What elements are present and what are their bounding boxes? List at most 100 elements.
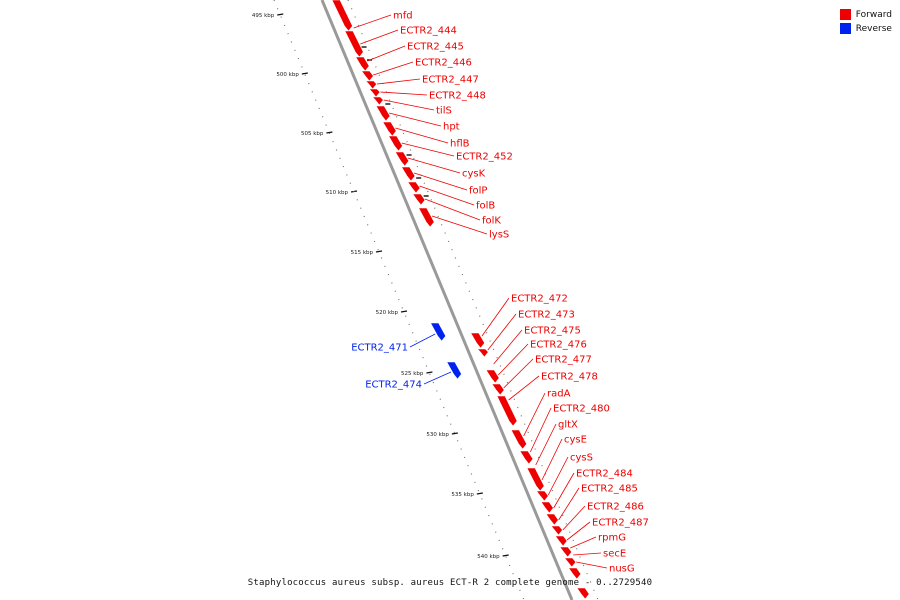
label-leader-line: [373, 61, 414, 76]
dotted-line-1: [347, 0, 599, 600]
forward-gene-block[interactable]: [510, 429, 528, 450]
scale-tick-label: 495 kbp: [252, 13, 275, 19]
label-leader-line: [380, 91, 428, 96]
label-leader-line: [566, 521, 591, 541]
gene-label-ECTR2_473[interactable]: ECTR2_473: [518, 310, 575, 321]
forward-gene-block[interactable]: [375, 105, 391, 122]
gene-label-folK[interactable]: folK: [482, 216, 501, 227]
gene-label-gltX[interactable]: gltX: [558, 420, 578, 431]
gene-label-ECTR2_471[interactable]: ECTR2_471: [351, 343, 408, 354]
gene-label-secE[interactable]: secE: [603, 549, 626, 560]
gene-label-ECTR2_446[interactable]: ECTR2_446: [415, 58, 472, 69]
forward-gene-block[interactable]: [535, 490, 549, 502]
gene-label-ECTR2_444[interactable]: ECTR2_444: [400, 26, 457, 37]
gene-label-ECTR2_477[interactable]: ECTR2_477: [535, 355, 592, 366]
forward-gene-block[interactable]: [485, 369, 500, 384]
legend-label-reverse: Reverse: [855, 23, 892, 34]
gene-label-radA[interactable]: radA: [547, 389, 571, 400]
gene-label-ECTR2_480[interactable]: ECTR2_480: [553, 404, 610, 415]
forward-gene-block[interactable]: [545, 513, 559, 526]
forward-gene-block[interactable]: [491, 383, 505, 396]
gene-label-ECTR2_472[interactable]: ECTR2_472: [511, 294, 568, 305]
gene-label-folB[interactable]: folB: [476, 201, 495, 212]
gene-label-ECTR2_448[interactable]: ECTR2_448: [429, 91, 486, 102]
gene-label-ECTR2_486[interactable]: ECTR2_486: [587, 502, 644, 513]
forward-gene-block[interactable]: [526, 467, 545, 492]
scale-tick-label: 505 kbp: [301, 131, 324, 137]
gene-label-hflB[interactable]: hflB: [450, 139, 470, 150]
forward-gene-block[interactable]: [365, 80, 378, 90]
legend-label-forward: Forward: [855, 9, 892, 20]
gene-label-ECTR2_447[interactable]: ECTR2_447: [422, 75, 479, 86]
forward-gene-block[interactable]: [355, 56, 370, 72]
forward-gene-block[interactable]: [563, 557, 577, 568]
label-leader-line: [376, 78, 421, 85]
gene-label-rpmG[interactable]: rpmG: [598, 533, 626, 544]
label-leader-line: [487, 313, 517, 351]
forward-gene-block[interactable]: [519, 450, 534, 465]
label-leader-line: [535, 423, 557, 466]
forward-gene-block[interactable]: [476, 348, 489, 358]
forward-gene-block[interactable]: [407, 181, 421, 194]
scale-tick-mark: [326, 131, 333, 134]
scale-tick-label: 530 kbp: [426, 432, 449, 438]
forward-gene-block[interactable]: [401, 166, 416, 182]
gene-label-folP[interactable]: folP: [469, 186, 487, 197]
scale-tick-mark: [375, 250, 383, 253]
label-leader-line: [431, 215, 488, 235]
gene-label-ECTR2_485[interactable]: ECTR2_485: [581, 484, 638, 495]
gene-label-ECTR2_487[interactable]: ECTR2_487: [592, 518, 649, 529]
dotted-guide-lines: [273, 0, 599, 600]
label-leader-line: [367, 45, 406, 62]
label-leader-line: [353, 14, 392, 29]
forward-gene-block[interactable]: [568, 567, 582, 580]
forward-gene-block[interactable]: [394, 151, 410, 167]
forward-gene-block[interactable]: [418, 207, 435, 228]
forward-gene-block[interactable]: [496, 395, 518, 427]
label-leader-line: [497, 343, 529, 376]
label-leader-line: [360, 29, 399, 45]
gene-label-ECTR2_484[interactable]: ECTR2_484: [576, 469, 633, 480]
forward-gene-block[interactable]: [412, 193, 426, 206]
label-leader-line: [423, 371, 452, 385]
scale-tick-mark: [301, 72, 308, 75]
forward-gene-block[interactable]: [540, 501, 554, 514]
gene-label-lysS[interactable]: lysS: [489, 230, 509, 241]
gene-label-hpt[interactable]: hpt: [443, 122, 460, 133]
forward-gene-block[interactable]: [559, 546, 573, 558]
label-leader-line: [562, 505, 586, 531]
forward-gene-block[interactable]: [576, 587, 590, 600]
gene-label-nusG[interactable]: nusG: [609, 564, 635, 575]
label-leader-line: [558, 487, 580, 521]
reverse-gene-block[interactable]: [446, 361, 462, 380]
forward-gene-block[interactable]: [550, 525, 563, 536]
forward-gene-block[interactable]: [360, 70, 374, 82]
gene-label-ECTR2_474[interactable]: ECTR2_474: [365, 380, 422, 391]
forward-gene-block[interactable]: [344, 30, 364, 58]
forward-gene-block[interactable]: [388, 135, 403, 152]
gene-label-cysE[interactable]: cysE: [564, 435, 587, 446]
forward-gene-block[interactable]: [371, 96, 384, 106]
scale-tick-label: 525 kbp: [401, 371, 424, 377]
gene-labels-layer: mfd ECTR2_444 ECTR2_445 ECTR2_446 ECTR2_447 E…: [351, 11, 649, 575]
forward-swatch: [839, 9, 851, 20]
gene-label-cysS[interactable]: cysS: [570, 453, 593, 464]
reverse-gene-block[interactable]: [430, 322, 447, 342]
gene-label-mfd[interactable]: mfd: [393, 11, 413, 22]
legend-item-reverse: Reverse: [839, 23, 892, 34]
forward-gene-block[interactable]: [554, 535, 568, 547]
forward-gene-block[interactable]: [382, 121, 397, 137]
scale-tick-mark: [502, 554, 509, 557]
gene-label-ECTR2_478[interactable]: ECTR2_478: [541, 372, 598, 383]
gene-label-ECTR2_452[interactable]: ECTR2_452: [456, 152, 513, 163]
gene-label-tilS[interactable]: tilS: [436, 106, 452, 117]
gene-label-ECTR2_476[interactable]: ECTR2_476: [530, 340, 587, 351]
gene-label-ECTR2_445[interactable]: ECTR2_445: [407, 42, 464, 53]
forward-gene-block[interactable]: [470, 332, 485, 349]
forward-gene-block[interactable]: [331, 0, 353, 32]
gene-label-cysK[interactable]: cysK: [462, 169, 486, 180]
label-leader-line: [493, 329, 523, 365]
forward-gene-block[interactable]: [368, 88, 381, 98]
label-leader-line: [573, 552, 602, 556]
gene-label-ECTR2_475[interactable]: ECTR2_475: [524, 326, 581, 337]
